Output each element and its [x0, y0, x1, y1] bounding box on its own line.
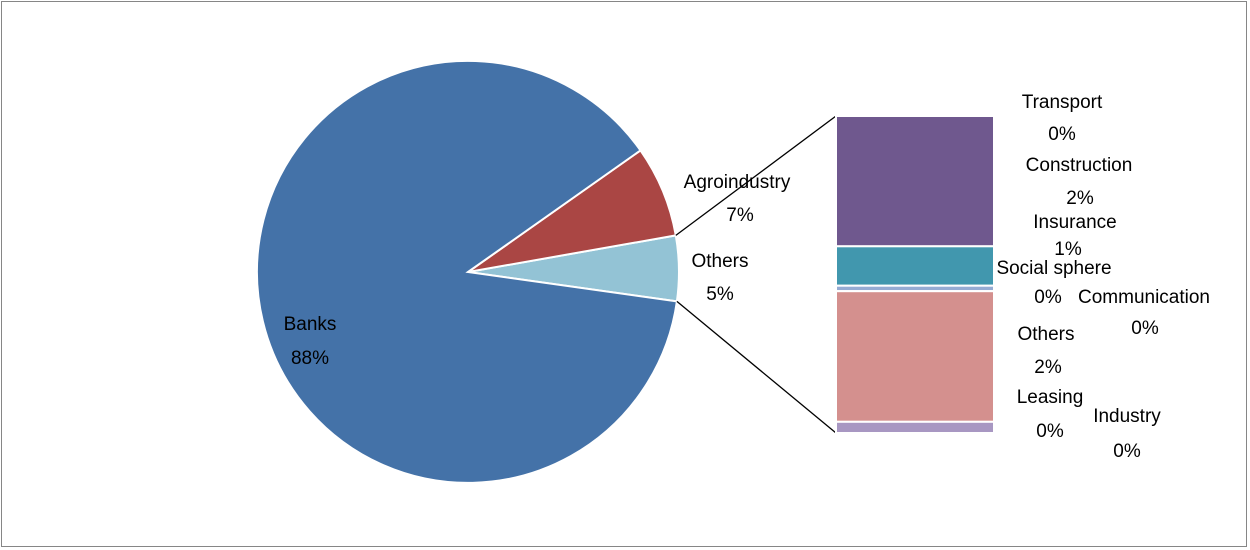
- slice-banks: [256, 59, 679, 484]
- pie: [256, 59, 680, 484]
- bar-value-communication: 0%: [1131, 318, 1159, 339]
- bar-label-industry: Industry: [1093, 406, 1161, 427]
- connector-lines: [675, 115, 837, 434]
- bar-segment-insurance: [835, 245, 995, 287]
- bar-label-construction: Construction: [1026, 155, 1133, 176]
- slice-label-agroindustry: Agroindustry: [684, 172, 791, 193]
- bar-value-construction: 2%: [1066, 188, 1094, 209]
- slice-label-banks: Banks: [284, 314, 337, 335]
- bar-segment-transport: [835, 420, 995, 434]
- bar-label-communication: Communication: [1078, 287, 1210, 308]
- bar-segment-construction: [835, 115, 995, 248]
- bar-value-others-detail: 2%: [1034, 357, 1062, 378]
- bar-label-transport: Transport: [1022, 92, 1103, 113]
- bar-segment-others-detail: [835, 290, 995, 423]
- bar-value-insurance: 1%: [1054, 239, 1082, 260]
- bar-value-leasing: 0%: [1036, 421, 1064, 442]
- main-labels: Banks 88% Agroindustry 7% Others 5%: [284, 172, 791, 369]
- bar-value-transport: 0%: [1048, 124, 1076, 145]
- bar-label-others-detail: Others: [1017, 324, 1074, 345]
- connector-top: [675, 115, 837, 236]
- bar-value-social-sphere: 0%: [1034, 287, 1062, 308]
- breakdown-stacked-bar: [835, 115, 995, 434]
- connector-bottom: [676, 300, 837, 434]
- breakdown-labels: Transport 0% Construction 2% Insurance 1…: [996, 92, 1210, 462]
- bar-value-industry: 0%: [1113, 441, 1141, 462]
- slice-value-banks: 88%: [291, 348, 329, 369]
- bar-label-insurance: Insurance: [1033, 212, 1116, 233]
- bar-label-leasing: Leasing: [1017, 387, 1084, 408]
- slice-value-others: 5%: [706, 284, 734, 305]
- slice-label-others: Others: [691, 251, 748, 272]
- slice-value-agroindustry: 7%: [726, 205, 754, 226]
- bar-label-social-sphere: Social sphere: [996, 258, 1111, 279]
